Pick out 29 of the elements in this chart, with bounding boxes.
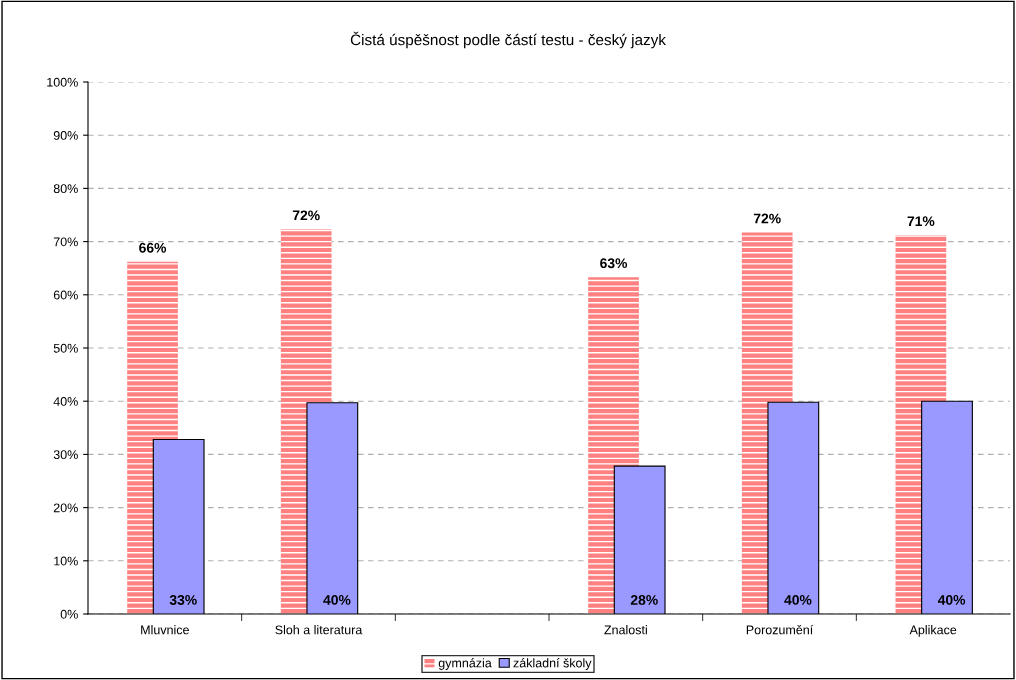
x-tick-label: Mluvnice: [141, 625, 189, 635]
y-tick-label: 80%: [53, 184, 78, 194]
y-tick-label: 90%: [53, 131, 78, 140]
data-label: 40%: [323, 595, 351, 605]
legend-label: gymnázia: [438, 658, 492, 670]
y-tick-label: 40%: [53, 397, 78, 406]
y-tick-label: 20%: [53, 503, 78, 513]
y-tick-label: 30%: [53, 450, 78, 460]
y-tick-label: 70%: [53, 237, 78, 247]
data-label: 33%: [169, 595, 197, 605]
y-tick-label: 10%: [54, 556, 78, 566]
x-tick-label: Porozumění: [746, 624, 814, 635]
data-label: 72%: [753, 213, 781, 224]
x-tick-label: Aplikace: [909, 625, 957, 637]
data-label: 40%: [937, 595, 966, 605]
chart-title: Čistá úspěšnost podle částí testu - český jazyk: [350, 31, 666, 49]
legend-label: základní školy: [513, 658, 592, 670]
y-tick-label: 0%: [60, 609, 78, 619]
x-tick-label: Znalosti: [604, 625, 647, 635]
data-label: 28%: [630, 595, 658, 605]
y-tick-label: 60%: [53, 290, 78, 300]
data-label: 72%: [292, 210, 320, 221]
data-label: 40%: [784, 595, 812, 605]
data-label: 71%: [907, 216, 935, 227]
data-label: 63%: [600, 258, 628, 269]
y-tick-label: 50%: [53, 343, 78, 353]
x-tick-label: Sloh a literatura: [275, 625, 363, 635]
y-tick-label: 100%: [47, 77, 78, 87]
data-label: 66%: [139, 242, 167, 253]
